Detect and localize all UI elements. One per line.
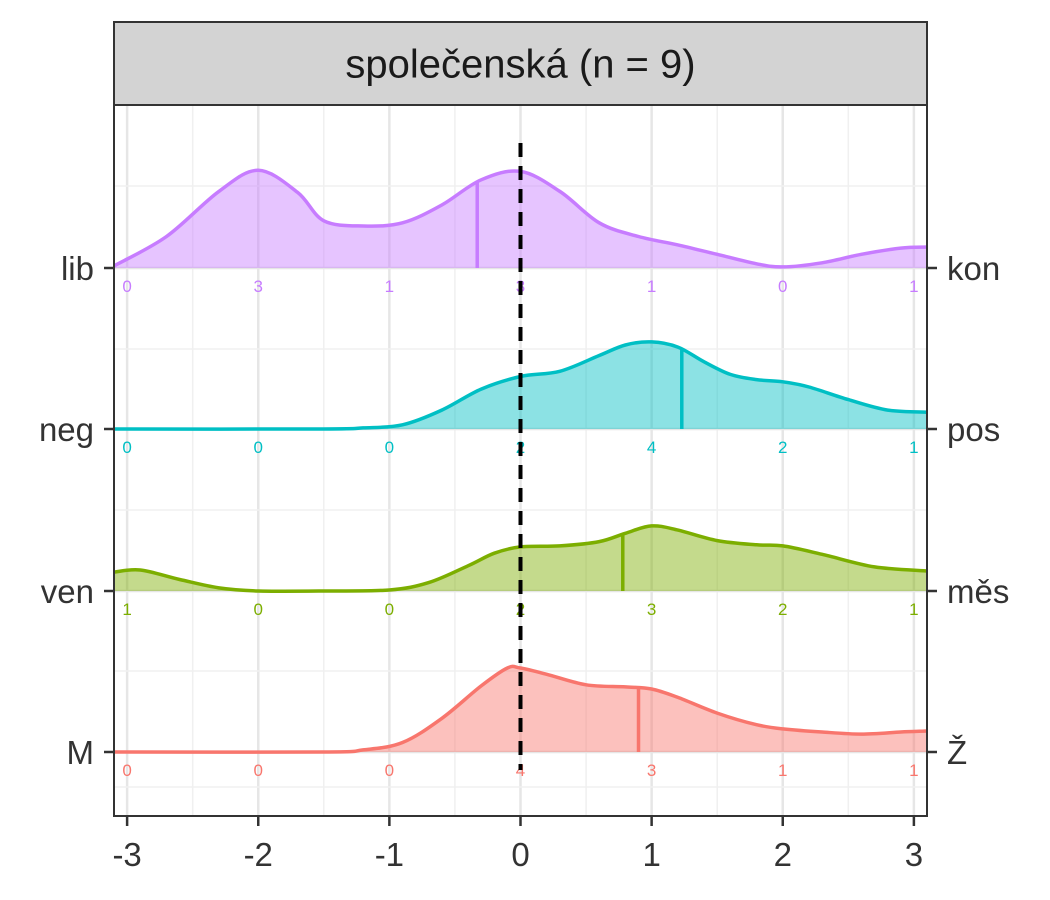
ridge-line <box>113 664 928 754</box>
panel-title: společenská (n = 9) <box>345 43 695 87</box>
panel-strip <box>113 21 928 106</box>
count-label: 0 <box>385 761 394 780</box>
count-label: 0 <box>385 600 394 619</box>
right-axis-label: kon <box>947 250 1000 287</box>
count-label: 1 <box>909 600 918 619</box>
grid-lines <box>114 105 927 816</box>
count-label: 2 <box>778 600 787 619</box>
ridge-area <box>114 666 927 753</box>
count-label: 1 <box>909 277 918 296</box>
count-label: 3 <box>647 761 656 780</box>
count-label: 0 <box>778 277 787 296</box>
x-tick-label: -2 <box>244 836 273 873</box>
count-label: 0 <box>385 438 394 457</box>
count-label: 3 <box>254 277 263 296</box>
x-tick-label: 0 <box>511 836 529 873</box>
ridge-line <box>113 524 928 594</box>
ridge-M-Ž <box>113 664 928 754</box>
count-label: 2 <box>778 438 787 457</box>
count-label: 1 <box>778 761 787 780</box>
count-label: 1 <box>909 761 918 780</box>
count-label: 4 <box>516 761 525 780</box>
ridge-line <box>113 168 928 269</box>
count-label: 0 <box>254 438 263 457</box>
count-label: 1 <box>385 277 394 296</box>
right-axis-label: Ž <box>947 734 967 771</box>
left-axis-label: neg <box>39 411 94 448</box>
count-label: 0 <box>122 438 131 457</box>
count-label: 1 <box>122 600 131 619</box>
x-tick-label: 3 <box>905 836 923 873</box>
left-axis-label: lib <box>61 250 94 287</box>
x-tick-label: -3 <box>112 836 141 873</box>
right-axis: kon pos měs Ž <box>927 250 1009 771</box>
count-label: 1 <box>647 277 656 296</box>
count-label: 1 <box>909 438 918 457</box>
right-axis-label: pos <box>947 411 1000 448</box>
count-label: 0 <box>122 277 131 296</box>
x-tick-label: 2 <box>774 836 792 873</box>
x-tick-label: -1 <box>375 836 404 873</box>
count-label: 0 <box>254 600 263 619</box>
count-label: 0 <box>254 761 263 780</box>
left-axis-label: ven <box>41 573 94 610</box>
count-label: 0 <box>122 761 131 780</box>
count-label: 3 <box>647 600 656 619</box>
right-axis-label: měs <box>947 573 1009 610</box>
ridge-line <box>113 340 928 431</box>
left-axis-label: M <box>67 734 95 771</box>
left-axis: lib neg ven M <box>39 250 114 771</box>
x-axis: -3 -2 -1 0 1 2 3 <box>112 816 923 873</box>
count-label: 4 <box>647 438 656 457</box>
x-tick-label: 1 <box>642 836 660 873</box>
